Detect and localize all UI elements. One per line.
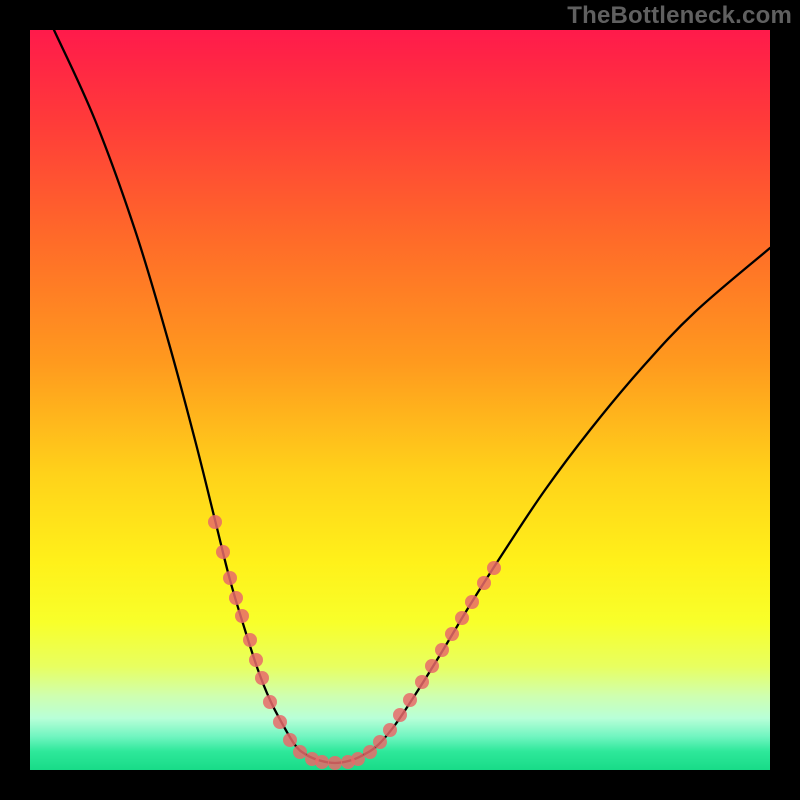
marker-dot — [445, 627, 459, 641]
marker-dot — [455, 611, 469, 625]
gradient-background — [30, 30, 770, 770]
marker-dot — [393, 708, 407, 722]
figure-canvas: TheBottleneck.com — [0, 0, 800, 800]
watermark-text: TheBottleneck.com — [567, 2, 792, 30]
marker-dot — [263, 695, 277, 709]
marker-dot — [363, 745, 377, 759]
marker-dot — [373, 735, 387, 749]
plot-svg — [30, 30, 770, 770]
marker-dot — [255, 671, 269, 685]
marker-dot — [351, 752, 365, 766]
plot-area — [30, 30, 770, 770]
marker-dot — [415, 675, 429, 689]
marker-dot — [328, 756, 342, 770]
marker-dot — [383, 723, 397, 737]
marker-dot — [273, 715, 287, 729]
marker-dot — [293, 745, 307, 759]
marker-dot — [477, 576, 491, 590]
marker-dot — [425, 659, 439, 673]
marker-dot — [223, 571, 237, 585]
marker-dot — [465, 595, 479, 609]
marker-dot — [208, 515, 222, 529]
marker-dot — [249, 653, 263, 667]
marker-dot — [229, 591, 243, 605]
marker-dot — [435, 643, 449, 657]
marker-dot — [235, 609, 249, 623]
marker-dot — [216, 545, 230, 559]
marker-dot — [243, 633, 257, 647]
marker-dot — [487, 561, 501, 575]
marker-dot — [283, 733, 297, 747]
marker-dot — [403, 693, 417, 707]
marker-dot — [315, 755, 329, 769]
